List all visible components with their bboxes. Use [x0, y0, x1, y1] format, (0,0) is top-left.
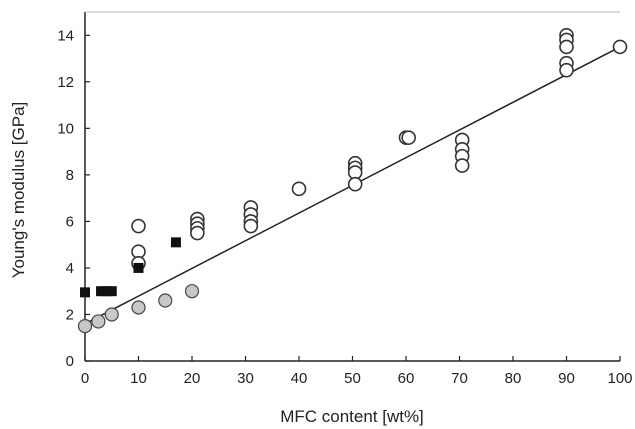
data-points	[77, 27, 628, 334]
y-tick-label: 10	[57, 120, 74, 137]
open-circle-point	[190, 225, 205, 241]
x-tick-label: 20	[184, 370, 201, 387]
grey-circle-point	[77, 319, 93, 334]
square-point	[106, 286, 117, 297]
y-axis-label: Young's modulus [GPa]	[9, 102, 28, 279]
x-axis-ticks: 0 10 20 30 40 50 60 70 80 90 100	[81, 356, 633, 387]
x-tick-label: 50	[344, 370, 361, 387]
open-circle-point	[559, 62, 574, 78]
grey-circle-point	[158, 293, 173, 308]
open-circle-point	[243, 218, 259, 234]
y-axis-ticks: 0 2 4 6 8 10 12 14	[57, 27, 90, 370]
square-point	[80, 287, 90, 298]
grey-circle-point	[131, 300, 146, 315]
x-tick-label: 0	[81, 370, 89, 387]
open-circle-point	[401, 130, 416, 145]
grey-circle-point	[91, 314, 106, 329]
open-circle-point	[131, 218, 146, 234]
open-circle-point	[559, 39, 574, 55]
square-point	[170, 237, 181, 248]
square-point	[96, 286, 107, 297]
x-tick-label: 100	[607, 370, 632, 387]
y-tick-label: 12	[57, 74, 74, 91]
square-point	[133, 262, 144, 273]
y-tick-label: 8	[66, 167, 74, 184]
y-tick-label: 6	[66, 213, 74, 230]
open-circle-point	[612, 39, 628, 55]
x-tick-label: 60	[398, 370, 415, 387]
x-tick-label: 40	[291, 370, 308, 387]
x-tick-label: 80	[505, 370, 522, 387]
x-tick-label: 30	[237, 370, 254, 387]
open-circle-point	[454, 158, 470, 173]
y-tick-label: 0	[66, 353, 74, 370]
y-tick-label: 4	[66, 260, 74, 277]
x-tick-label: 90	[558, 370, 575, 387]
x-tick-label: 70	[451, 370, 468, 387]
square-point	[101, 286, 112, 297]
open-circle-point	[347, 176, 363, 192]
grey-circle-point	[104, 307, 119, 322]
grey-circle-point	[184, 284, 200, 299]
y-tick-label: 2	[66, 306, 74, 323]
x-axis-label: MFC content [wt%]	[280, 407, 424, 426]
x-tick-label: 10	[130, 370, 147, 387]
open-circle-point	[291, 181, 307, 197]
y-tick-label: 14	[57, 27, 74, 44]
